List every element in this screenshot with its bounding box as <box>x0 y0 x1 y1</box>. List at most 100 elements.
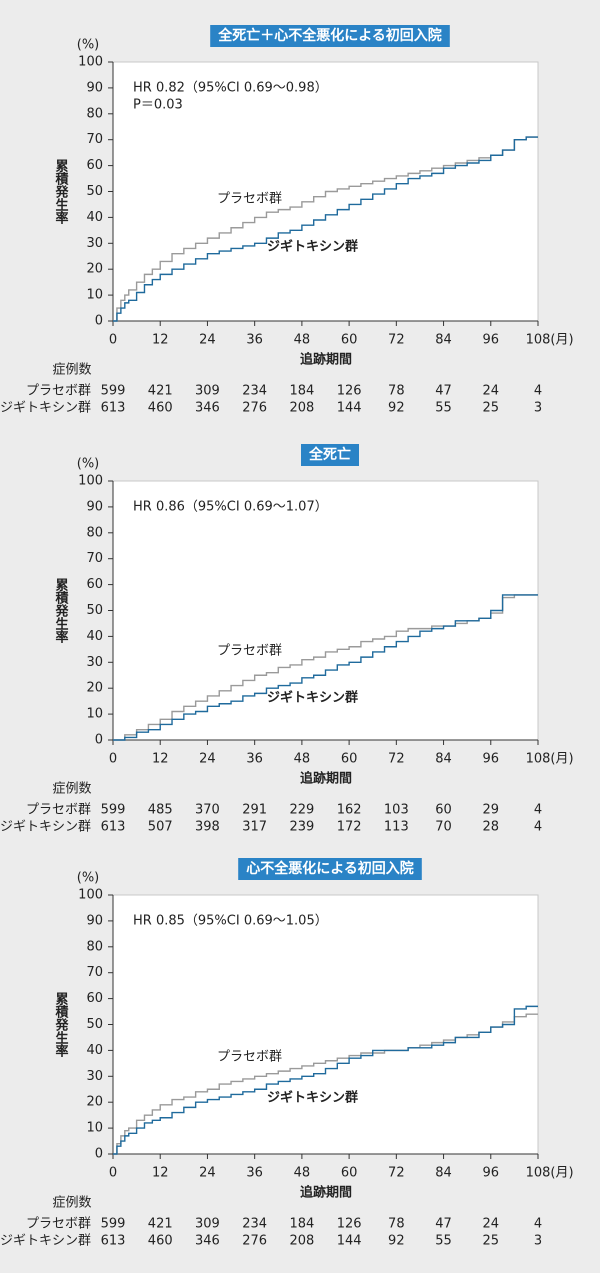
annotation: P＝0.03 <box>133 98 183 113</box>
risk-value: 78 <box>388 384 405 399</box>
risk-value: 346 <box>195 401 220 416</box>
y-tick-label: 50 <box>86 184 103 199</box>
x-tick-label: 84 <box>435 333 452 348</box>
series-label: ジギトキシン群 <box>267 690 358 706</box>
risk-value: 613 <box>101 820 126 835</box>
risk-value: 55 <box>435 401 452 416</box>
x-tick-label: 108 <box>526 752 551 767</box>
risk-value: 144 <box>337 401 362 416</box>
risk-value: 92 <box>388 1234 405 1249</box>
x-tick-label: 48 <box>294 333 311 348</box>
annotation: HR 0.86（95%CI 0.69～1.07） <box>133 500 328 515</box>
x-tick-label: 48 <box>294 1166 311 1181</box>
y-axis-label: 累積発生率 <box>53 158 70 225</box>
x-axis-label: 追跡期間 <box>300 1185 352 1201</box>
risk-value: 507 <box>148 820 173 835</box>
y-unit: (%) <box>77 457 100 472</box>
y-tick-label: 10 <box>86 707 103 722</box>
risk-table-title: 症例数 <box>52 363 91 378</box>
y-tick-label: 80 <box>86 939 103 954</box>
risk-value: 370 <box>195 803 220 818</box>
chart-title: 全死亡＋心不全悪化による初回入院 <box>217 27 442 44</box>
y-tick-label: 40 <box>86 1043 103 1058</box>
y-tick-label: 100 <box>78 474 103 489</box>
y-axis-label: 累積発生率 <box>53 577 70 644</box>
risk-value: 599 <box>101 384 126 399</box>
x-tick-label: 36 <box>246 333 263 348</box>
risk-value: 3 <box>534 1234 542 1249</box>
risk-row-name: プラセボ群 <box>26 1217 91 1232</box>
risk-value: 24 <box>483 1217 500 1232</box>
x-tick-label: 108 <box>526 1166 551 1181</box>
plot-area <box>112 480 539 741</box>
x-axis-label: 追跡期間 <box>300 771 352 787</box>
risk-value: 126 <box>337 1217 362 1232</box>
risk-value: 460 <box>148 1234 173 1249</box>
y-unit: (%) <box>77 38 100 53</box>
risk-value: 4 <box>534 820 542 835</box>
risk-value: 421 <box>148 384 173 399</box>
y-tick-label: 40 <box>86 210 103 225</box>
plot-area <box>112 894 539 1155</box>
risk-value: 613 <box>101 1234 126 1249</box>
risk-value: 208 <box>289 401 314 416</box>
risk-value: 229 <box>289 803 314 818</box>
y-tick-label: 20 <box>86 681 103 696</box>
risk-row-name: ジギトキシン群 <box>0 401 91 416</box>
y-tick-label: 60 <box>86 991 103 1006</box>
risk-value: 60 <box>435 803 452 818</box>
risk-value: 234 <box>242 1217 267 1232</box>
risk-value: 29 <box>483 803 500 818</box>
y-tick-label: 70 <box>86 132 103 147</box>
risk-value: 92 <box>388 401 405 416</box>
x-tick-label: 0 <box>109 752 117 767</box>
y-tick-label: 60 <box>86 158 103 173</box>
risk-value: 47 <box>435 384 452 399</box>
chart-title: 全死亡 <box>308 446 351 463</box>
risk-value: 208 <box>289 1234 314 1249</box>
y-tick-label: 90 <box>86 913 103 928</box>
risk-value: 317 <box>242 820 267 835</box>
x-tick-label: 96 <box>483 333 500 348</box>
y-tick-label: 20 <box>86 262 103 277</box>
risk-value: 24 <box>483 384 500 399</box>
risk-value: 460 <box>148 401 173 416</box>
risk-value: 184 <box>289 384 314 399</box>
y-tick-label: 10 <box>86 1121 103 1136</box>
y-tick-label: 40 <box>86 629 103 644</box>
x-unit: (月) <box>550 333 573 348</box>
step-line <box>113 136 538 322</box>
risk-value: 599 <box>101 803 126 818</box>
risk-row-name: プラセボ群 <box>26 803 91 818</box>
y-tick-label: 90 <box>86 499 103 514</box>
x-tick-label: 24 <box>199 1166 216 1181</box>
x-tick-label: 96 <box>483 1166 500 1181</box>
x-tick-label: 108 <box>526 333 551 348</box>
y-tick-label: 70 <box>86 551 103 566</box>
y-tick-label: 0 <box>95 733 103 748</box>
annotation: HR 0.82（95%CI 0.69～0.98） <box>133 81 328 96</box>
series-label: プラセボ群 <box>217 644 282 659</box>
title-box <box>301 444 359 466</box>
y-tick-label: 80 <box>86 525 103 540</box>
y-tick-label: 50 <box>86 603 103 618</box>
x-tick-label: 60 <box>341 333 358 348</box>
x-tick-label: 96 <box>483 752 500 767</box>
risk-value: 70 <box>435 820 452 835</box>
risk-value: 309 <box>195 384 220 399</box>
risk-value: 3 <box>534 401 542 416</box>
risk-value: 25 <box>483 1234 500 1249</box>
risk-table-title: 症例数 <box>52 782 91 797</box>
series-label: ジギトキシン群 <box>267 1090 358 1106</box>
x-tick-label: 72 <box>388 752 405 767</box>
x-tick-label: 36 <box>246 752 263 767</box>
risk-value: 25 <box>483 401 500 416</box>
step-line <box>113 136 538 322</box>
x-tick-label: 36 <box>246 1166 263 1181</box>
y-tick-label: 70 <box>86 965 103 980</box>
risk-row-name: ジギトキシン群 <box>0 1234 91 1249</box>
risk-value: 599 <box>101 1217 126 1232</box>
risk-value: 398 <box>195 820 220 835</box>
x-tick-label: 84 <box>435 752 452 767</box>
